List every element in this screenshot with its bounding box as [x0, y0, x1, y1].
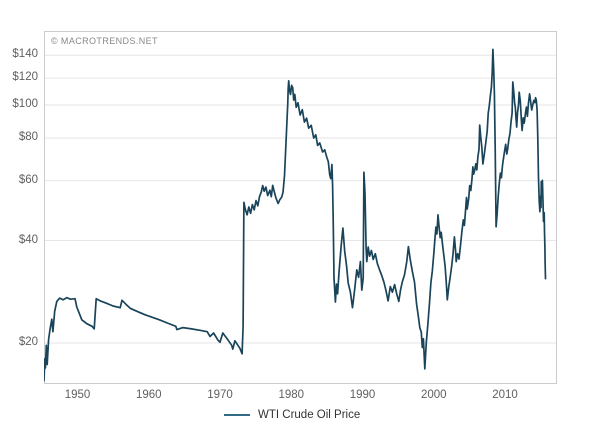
- y-tick-label: $100: [12, 98, 38, 111]
- wti-price-line: [44, 48, 547, 382]
- y-tick-label: $120: [12, 71, 38, 84]
- macrotrends-watermark: © MACROTRENDS.NET: [51, 36, 158, 46]
- x-tick-label: 1970: [207, 389, 233, 401]
- y-tick-label: $20: [18, 336, 38, 349]
- x-tick-label: 1990: [349, 389, 376, 401]
- y-tick-label: $140: [12, 48, 38, 61]
- y-tick-label: $40: [18, 233, 38, 246]
- plot-border: [44, 31, 557, 384]
- legend-line-swatch: [224, 414, 250, 416]
- x-tick-label: 1960: [135, 389, 162, 401]
- y-tick-label: $80: [18, 131, 38, 144]
- x-tick-label: 1980: [278, 389, 305, 401]
- plot-area: [44, 31, 557, 384]
- legend-label: WTI Crude Oil Price: [258, 409, 361, 421]
- x-tick-label: 2000: [420, 389, 447, 401]
- y-tick-label: $60: [18, 173, 38, 186]
- price-line-svg: [44, 31, 557, 384]
- x-tick-label: 2010: [492, 389, 518, 401]
- legend-item-wti[interactable]: WTI Crude Oil Price: [224, 406, 360, 424]
- x-tick-label: 1950: [64, 389, 91, 401]
